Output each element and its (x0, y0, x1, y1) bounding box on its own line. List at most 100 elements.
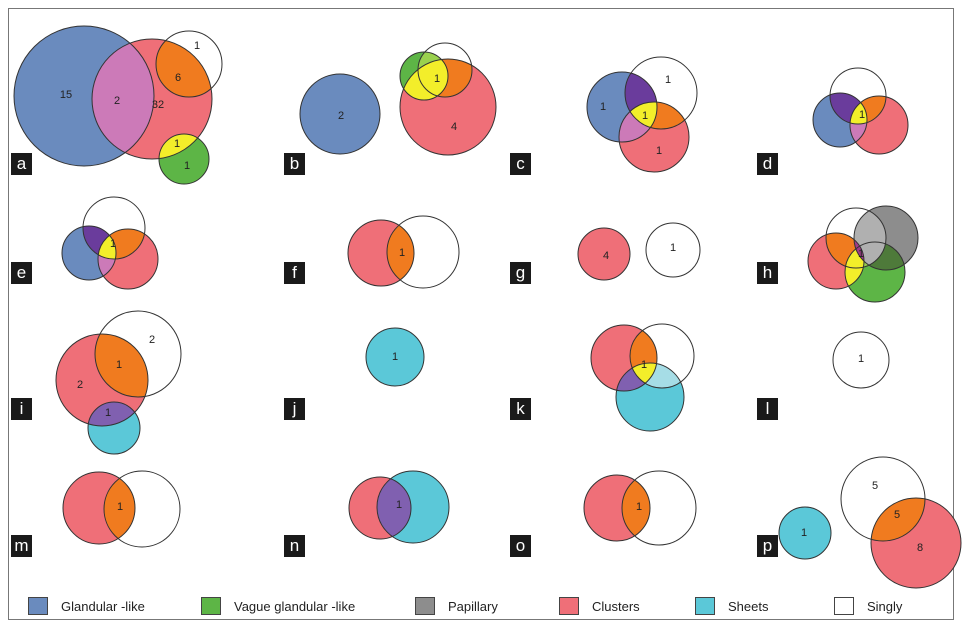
circle-outline (645, 222, 701, 278)
count-label: 15 (60, 89, 72, 101)
panel-letter-p: p (757, 535, 778, 557)
circle-outline (624, 56, 698, 130)
count-label: 1 (801, 527, 807, 539)
legend: Glandular -like Vague glandular -like Pa… (0, 591, 964, 621)
count-label: 1 (665, 74, 671, 86)
panel-letter-f: f (284, 262, 305, 284)
circle-outline (849, 95, 909, 155)
glandular-clusters-overlap (92, 39, 154, 159)
panel-letter-a: a (11, 153, 32, 175)
sheets-circle (366, 328, 424, 386)
circle-outline (621, 470, 697, 546)
panel-b: 2 1 4 (299, 42, 497, 156)
legend-swatch-sheets (695, 597, 715, 615)
count-label: 1 (636, 501, 642, 513)
circle-outline (870, 497, 962, 589)
circle-outline (590, 324, 658, 392)
panel-letter-k: k (510, 398, 531, 420)
circle-outline (347, 219, 415, 287)
count-label: 5 (872, 480, 878, 492)
panel-letter-n: n (284, 535, 305, 557)
circle-outline (87, 401, 141, 455)
singly-circle (833, 332, 889, 388)
circle-outline (577, 227, 631, 281)
circle-outline (829, 67, 887, 125)
count-label: 1 (116, 359, 122, 371)
glandular-circle (300, 74, 380, 154)
circle-outline (155, 30, 223, 98)
circle-outline (778, 506, 832, 560)
legend-swatch-vague-glandular (201, 597, 221, 615)
circle-outline (62, 471, 136, 545)
count-label: 1 (174, 138, 180, 150)
count-label: 6 (175, 72, 181, 84)
count-label: 1 (110, 238, 116, 250)
circle-outline (399, 51, 449, 101)
sheets-clusters-overlap (88, 402, 140, 426)
count-label: 1 (641, 359, 647, 371)
count-label: 1 (642, 110, 648, 122)
singly-circle (646, 223, 700, 277)
count-label: 1 (392, 351, 398, 363)
panel-letter-o: o (510, 535, 531, 557)
circle-outline (844, 241, 906, 303)
panel-letter-h: h (757, 262, 778, 284)
panel-h: 1 (807, 205, 919, 303)
figure-frame (8, 8, 954, 620)
circle-outline (91, 38, 213, 160)
count-label: 1 (434, 73, 440, 85)
clusters-singly-overlap (622, 475, 650, 541)
panel-letter-e: e (11, 262, 32, 284)
circle-outline (399, 58, 497, 156)
count-label: 4 (603, 250, 609, 262)
legend-swatch-papillary (415, 597, 435, 615)
legend-label-singly: Singly (867, 598, 903, 614)
clusters-singly-overlap (871, 498, 925, 541)
circle-outline (158, 133, 210, 185)
count-label: 1 (396, 499, 402, 511)
legend-swatch-clusters (559, 597, 579, 615)
panel-l: 1 (832, 331, 890, 389)
count-label: 1 (858, 353, 864, 365)
legend-label-glandular: Glandular -like (61, 598, 145, 614)
clusters-circle (578, 228, 630, 280)
panel-k: 1 (590, 323, 695, 432)
count-label: 2 (114, 95, 120, 107)
count-label: 1 (184, 160, 190, 172)
circle-outline (853, 205, 919, 271)
legend-item-singly: Singly (834, 591, 902, 621)
legend-swatch-glandular (28, 597, 48, 615)
panel-g: 41 (577, 222, 701, 281)
panel-i: 2 1 2 1 (55, 310, 182, 455)
count-label: 1 (859, 109, 865, 121)
panel-d: 1 (812, 67, 909, 155)
panel-letter-b: b (284, 153, 305, 175)
circle-outline (376, 470, 450, 544)
count-label: 1 (656, 145, 662, 157)
count-label: 1 (105, 407, 111, 419)
circle-outline (94, 310, 182, 398)
panel-c: 1 1 1 1 (586, 56, 698, 173)
legend-item-vague-glandular: Vague glandular -like (201, 591, 355, 621)
sheets-clusters-overlap (616, 363, 657, 391)
multi-overlap (418, 59, 448, 97)
panel-o: 1 (583, 470, 697, 546)
sheets-clusters-overlap (377, 477, 411, 539)
circle-outline (348, 476, 412, 540)
legend-label-sheets: Sheets (728, 598, 769, 614)
count-label: 4 (451, 121, 457, 133)
papillary-singly-overlap (854, 208, 886, 268)
circle-outline (417, 42, 473, 98)
circle-outline (618, 101, 690, 173)
count-label: 8 (917, 542, 923, 554)
sheets-circle (779, 507, 831, 559)
circle-outline (13, 25, 155, 167)
panel-letter-l: l (757, 398, 778, 420)
count-label: 1 (399, 247, 405, 259)
legend-label-clusters: Clusters (592, 598, 640, 614)
count-label: 1 (600, 101, 606, 113)
panel-f: 1 (347, 215, 460, 289)
